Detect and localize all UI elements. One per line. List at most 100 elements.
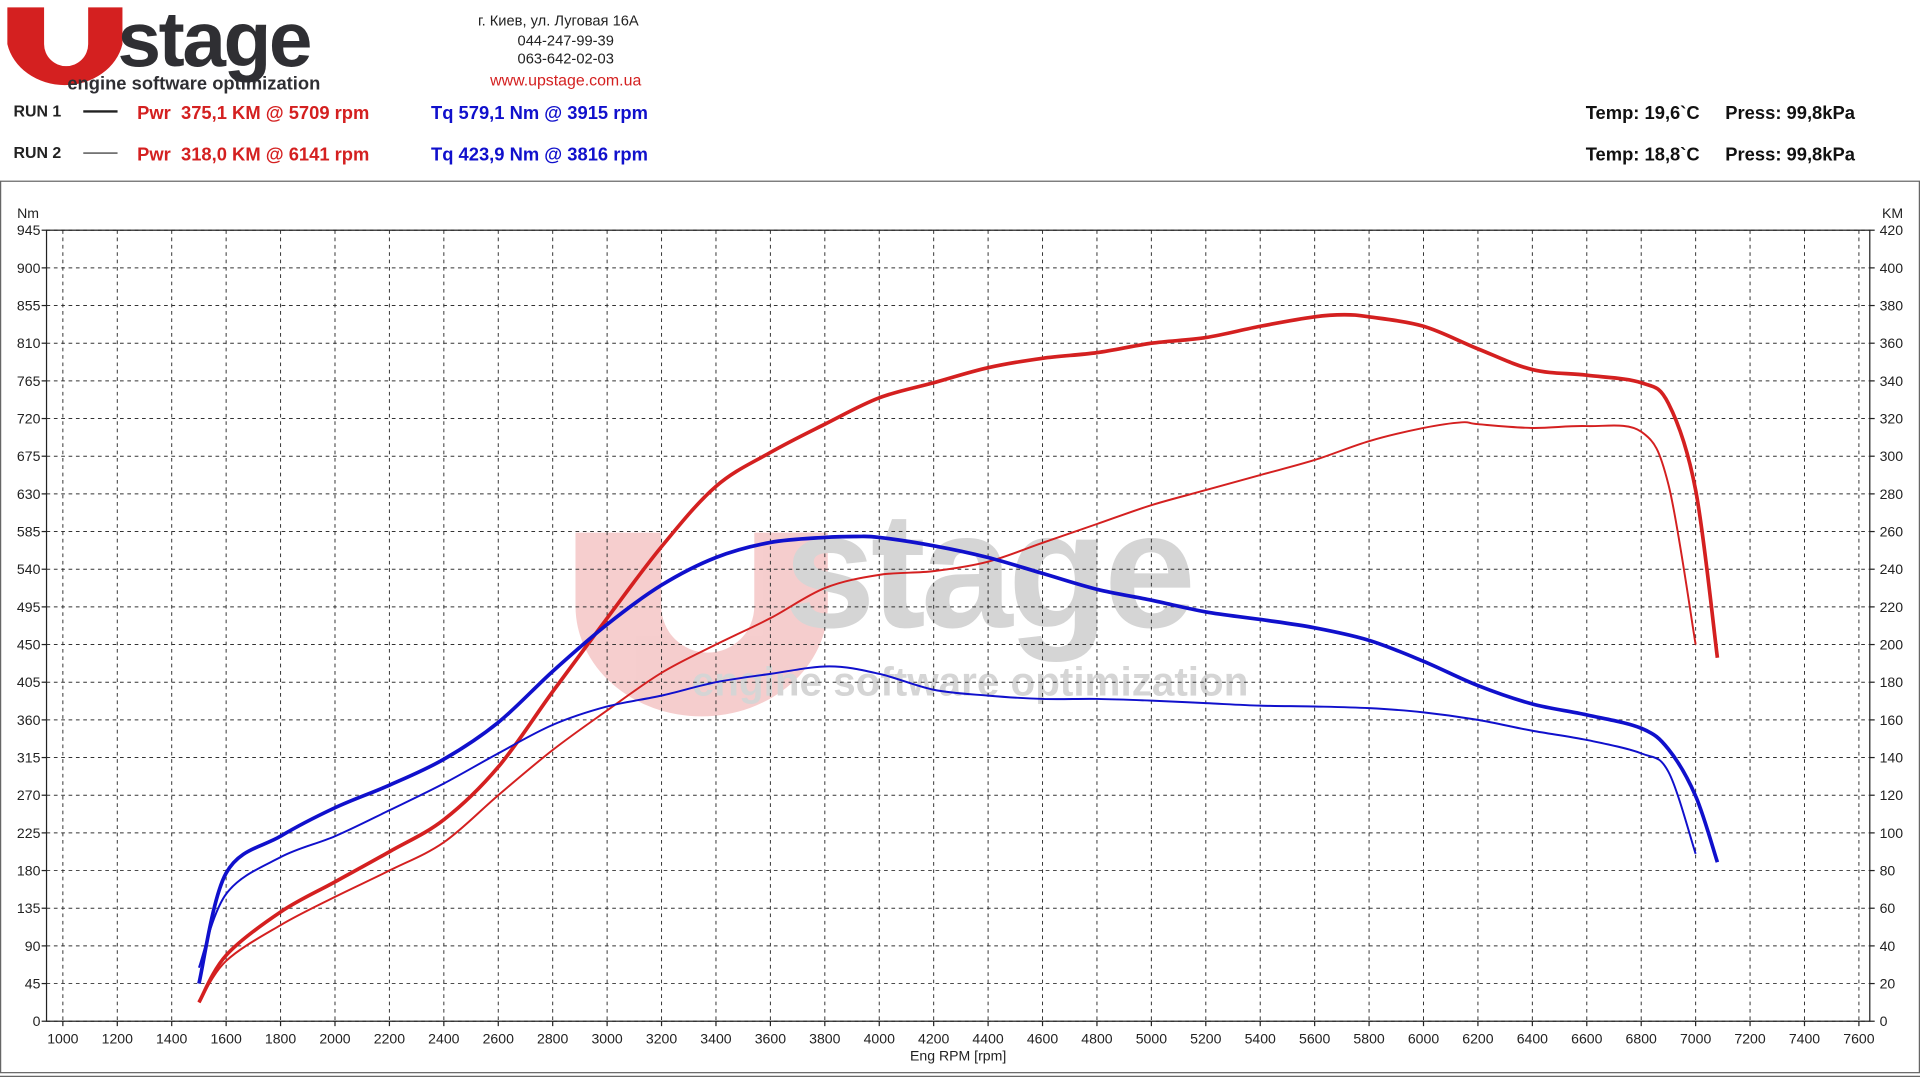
y-tick-label: 180 [17,862,41,878]
y-tick-label: 765 [17,373,41,389]
chart-frame [0,180,1920,1074]
run-torque: Tq 579,1 Nm @ 3915 rpm [431,102,648,123]
y2-tick-label: 280 [1880,486,1904,502]
logo-tagline: engine software optimization [67,72,320,93]
y-tick-label: 585 [17,523,41,539]
x-tick-label: 7400 [1789,1030,1820,1046]
x-tick-label: 3800 [809,1030,840,1046]
run-temp: Temp: 19,6`C [1586,102,1700,123]
y-tick-label: 630 [17,486,41,502]
y-tick-label: 90 [25,938,41,954]
run-power: Pwr 318,0 KM @ 6141 rpm [137,143,369,164]
curve [197,534,1720,984]
phone: 063-642-02-03 [518,52,614,68]
y2-axis-label: KM [1882,205,1903,221]
watermark-tagline: engine software optimization [692,659,1249,705]
y2-tick-label: 400 [1880,260,1904,276]
y2-tick-label: 320 [1880,410,1904,426]
y-tick-label: 450 [17,636,41,652]
x-tick-label: 4200 [918,1030,949,1046]
curve [198,421,1697,1003]
y2-tick-label: 20 [1880,975,1896,991]
y2-tick-label: 200 [1880,636,1904,652]
y-tick-label: 810 [17,335,41,351]
y-tick-label: 720 [17,410,41,426]
y-tick-label: 135 [17,900,41,916]
y-tick-label: 225 [17,825,41,841]
x-tick-label: 6400 [1517,1030,1548,1046]
x-tick-label: 4400 [972,1030,1003,1046]
website: www.upstage.com.ua [489,73,641,90]
run-power: Pwr 375,1 KM @ 5709 rpm [137,102,369,123]
run-torque: Tq 423,9 Nm @ 3816 rpm [431,143,648,164]
y2-tick-label: 140 [1880,749,1904,765]
y-tick-label: 0 [33,1013,41,1029]
x-tick-label: 6600 [1571,1030,1602,1046]
y2-tick-label: 260 [1880,523,1904,539]
x-tick-label: 1400 [156,1030,187,1046]
y-tick-label: 675 [17,448,41,464]
logo-mark [7,7,123,86]
y-axis-label: Nm [17,205,39,221]
x-tick-label: 4800 [1081,1030,1112,1046]
x-tick-label: 6000 [1408,1030,1439,1046]
x-tick-label: 1200 [102,1030,133,1046]
x-tick-label: 4000 [864,1030,895,1046]
y2-tick-label: 360 [1880,335,1904,351]
y2-tick-label: 60 [1880,900,1896,916]
y-tick-label: 270 [17,787,41,803]
x-tick-label: 2000 [319,1030,350,1046]
logo-arrow [53,22,79,64]
y2-tick-label: 0 [1880,1013,1888,1029]
x-tick-label: 5400 [1245,1030,1276,1046]
y2-tick-label: 80 [1880,862,1896,878]
run-press: Press: 99,8kPa [1725,102,1855,123]
x-tick-label: 3600 [755,1030,786,1046]
x-tick-label: 5600 [1299,1030,1330,1046]
y2-tick-label: 220 [1880,599,1904,615]
x-tick-label: 5000 [1136,1030,1167,1046]
y-tick-label: 360 [17,712,41,728]
run-legend: RUN 1 Pwr 375,1 KM @ 5709 rpm Tq 579,1 Nm … [13,102,1855,165]
x-axis-label: Eng RPM [rpm] [910,1047,1006,1063]
x-tick-label: 2600 [483,1030,514,1046]
x-tick-label: 1800 [265,1030,296,1046]
logo-brand: stage [118,0,310,83]
y2-tick-label: 100 [1880,825,1904,841]
x-tick-label: 6800 [1626,1030,1657,1046]
y-tick-label: 495 [17,599,41,615]
run-temp: Temp: 18,8`C [1586,143,1700,164]
x-tick-label: 3400 [700,1030,731,1046]
y2-tick-label: 40 [1880,938,1896,954]
x-tick-label: 5200 [1190,1030,1221,1046]
phone: 044-247-99-39 [518,33,614,49]
x-tick-label: 7200 [1734,1030,1765,1046]
run-press: Press: 99,8kPa [1725,143,1855,164]
x-tick-label: 7000 [1680,1030,1711,1046]
y2-tick-label: 160 [1880,712,1904,728]
watermark-brand: stage [784,478,1191,663]
x-tick-label: 6200 [1462,1030,1493,1046]
x-tick-label: 1600 [210,1030,241,1046]
y2-tick-label: 240 [1880,561,1904,577]
y-tick-label: 405 [17,674,41,690]
y-tick-label: 540 [17,561,41,577]
plot-border [45,229,1871,1022]
run-label: RUN 2 [13,145,61,162]
y-tick-label: 855 [17,297,41,313]
y2-tick-label: 380 [1880,297,1904,313]
x-tick-label: 7600 [1843,1030,1874,1046]
address: г. Киев, ул. Луговая 16А [478,14,639,30]
x-tick-label: 2400 [428,1030,459,1046]
y2-tick-label: 420 [1880,222,1904,238]
y-tick-label: 900 [17,260,41,276]
plot: 1000 1200 1400 1600 1800 2000 2200 2400 2600 2800… [17,205,1903,1063]
y2-tick-label: 120 [1880,787,1904,803]
y-tick-label: 315 [17,749,41,765]
x-tick-label: 3000 [591,1030,622,1046]
y-tick-label: 45 [25,975,41,991]
run-label: RUN 1 [13,103,61,120]
y-tick-label: 945 [17,222,41,238]
